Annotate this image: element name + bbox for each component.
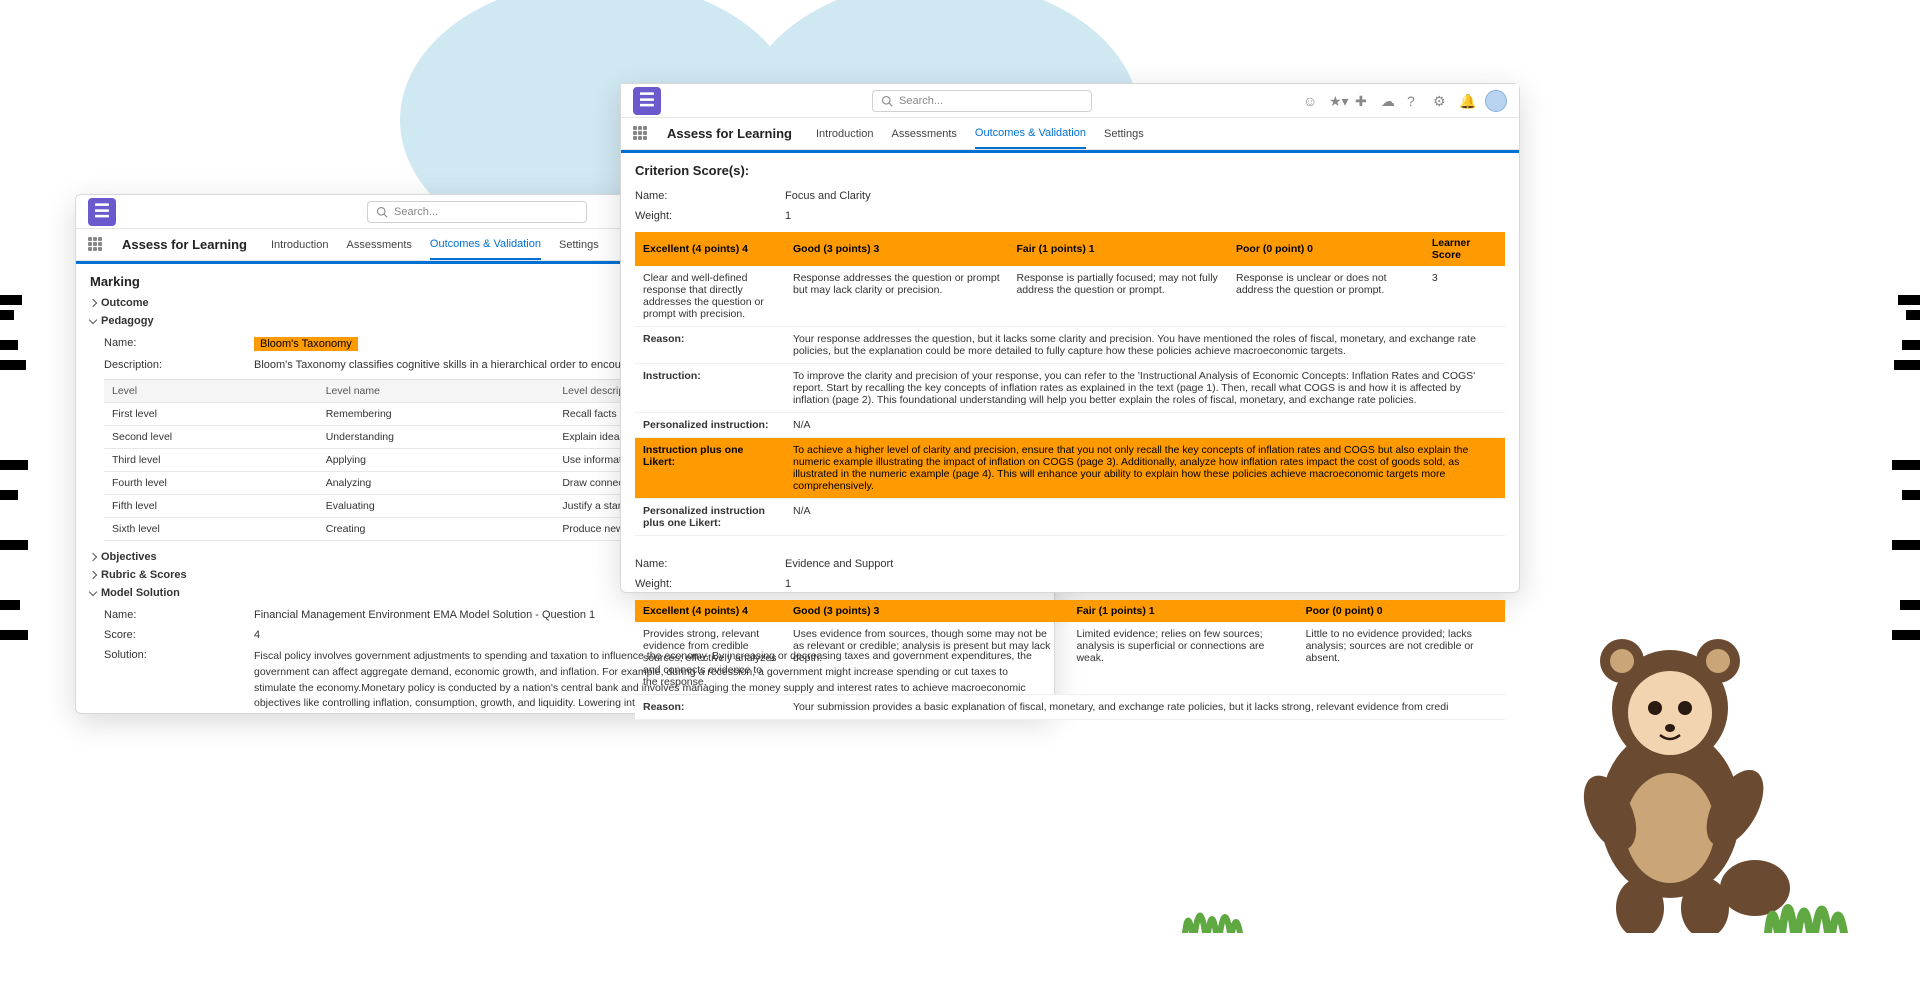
decorative-tick: [1902, 490, 1920, 500]
crit-name-value: Evidence and Support: [785, 558, 1505, 570]
search-placeholder: Search...: [899, 95, 943, 107]
crit-name-label: Name:: [635, 558, 785, 570]
app-name: Assess for Learning: [667, 126, 792, 141]
grass-illustration: [1180, 893, 1250, 933]
avatar[interactable]: [1485, 90, 1507, 112]
decorative-tick: [1892, 540, 1920, 550]
pedagogy-desc-label: Description:: [104, 359, 254, 371]
plus-icon[interactable]: ✚: [1355, 93, 1371, 109]
decorative-tick: [1894, 360, 1920, 370]
grass-illustration: [1760, 878, 1860, 933]
content-right: Criterion Score(s): Name:Focus and Clari…: [621, 153, 1519, 752]
decorative-tick: [1902, 340, 1920, 350]
crit-weight-label: Weight:: [635, 210, 785, 222]
decorative-tick: [0, 295, 22, 305]
criterion-block: Name:Focus and ClarityWeight:1 Excellent …: [635, 186, 1505, 536]
model-solution-label: Solution:: [104, 649, 254, 661]
criterion-table: Excellent (4 points) 4Good (3 points) 3F…: [635, 600, 1505, 720]
search-icon: [376, 206, 388, 218]
crit-weight-value: 1: [785, 578, 1505, 590]
app-launcher-icon[interactable]: [88, 237, 104, 253]
decorative-tick: [0, 600, 20, 610]
decorative-tick: [0, 540, 28, 550]
decorative-tick: [1900, 600, 1920, 610]
th-level-name: Level name: [318, 380, 555, 403]
nav-settings[interactable]: Settings: [1104, 120, 1144, 148]
crit-name-value: Focus and Clarity: [785, 190, 1505, 202]
navbar-right: Assess for Learning Introduction Assessm…: [621, 118, 1519, 150]
search-input[interactable]: Search...: [872, 90, 1092, 112]
decorative-tick: [0, 340, 18, 350]
cloud-icon[interactable]: ☁: [1381, 93, 1397, 109]
app-launcher-icon[interactable]: [633, 126, 649, 142]
star-dropdown-icon[interactable]: ★▾: [1329, 93, 1345, 109]
crit-name-label: Name:: [635, 190, 785, 202]
window-criterion: ☰ Search... ☺ ★▾ ✚ ☁ ? ⚙ 🔔 Assess for Le…: [620, 83, 1520, 593]
decorative-tick: [1892, 460, 1920, 470]
pedagogy-name-value: Bloom's Taxonomy: [254, 337, 358, 351]
app-name: Assess for Learning: [122, 237, 247, 252]
criterion-table: Excellent (4 points) 4Good (3 points) 3F…: [635, 232, 1505, 536]
decorative-tick: [1898, 295, 1920, 305]
pedagogy-name-label: Name:: [104, 337, 254, 351]
help-icon[interactable]: ?: [1407, 93, 1423, 109]
gear-icon[interactable]: ⚙: [1433, 93, 1449, 109]
decorative-tick: [0, 490, 18, 500]
search-input[interactable]: Search...: [367, 201, 587, 223]
app-logo-icon[interactable]: ☰: [633, 87, 661, 115]
bell-icon[interactable]: 🔔: [1459, 93, 1475, 109]
app-logo-icon[interactable]: ☰: [88, 198, 116, 226]
model-name-label: Name:: [104, 609, 254, 621]
search-icon: [881, 95, 893, 107]
nav-settings[interactable]: Settings: [559, 231, 599, 259]
model-score-label: Score:: [104, 629, 254, 641]
decorative-tick: [0, 630, 28, 640]
nav-introduction[interactable]: Introduction: [816, 120, 873, 148]
criterion-block: Name:Evidence and SupportWeight:1 Excelle…: [635, 554, 1505, 720]
topbar-right: ☰ Search... ☺ ★▾ ✚ ☁ ? ⚙ 🔔: [621, 84, 1519, 118]
search-placeholder: Search...: [394, 206, 438, 218]
decorative-tick: [0, 360, 26, 370]
robot-icon[interactable]: ☺: [1303, 93, 1319, 109]
crit-weight-label: Weight:: [635, 578, 785, 590]
section-criterion: Criterion Score(s):: [635, 163, 1505, 178]
decorative-tick: [0, 460, 28, 470]
th-level: Level: [104, 380, 318, 403]
decorative-tick: [0, 310, 14, 320]
decorative-tick: [1906, 310, 1920, 320]
nav-outcomes[interactable]: Outcomes & Validation: [975, 119, 1086, 149]
top-icons: ☺ ★▾ ✚ ☁ ? ⚙ 🔔: [1303, 90, 1507, 112]
nav-assessments[interactable]: Assessments: [346, 231, 411, 259]
nav-introduction[interactable]: Introduction: [271, 231, 328, 259]
decorative-tick: [1892, 630, 1920, 640]
nav-assessments[interactable]: Assessments: [891, 120, 956, 148]
nav-outcomes[interactable]: Outcomes & Validation: [430, 230, 541, 260]
crit-weight-value: 1: [785, 210, 1505, 222]
